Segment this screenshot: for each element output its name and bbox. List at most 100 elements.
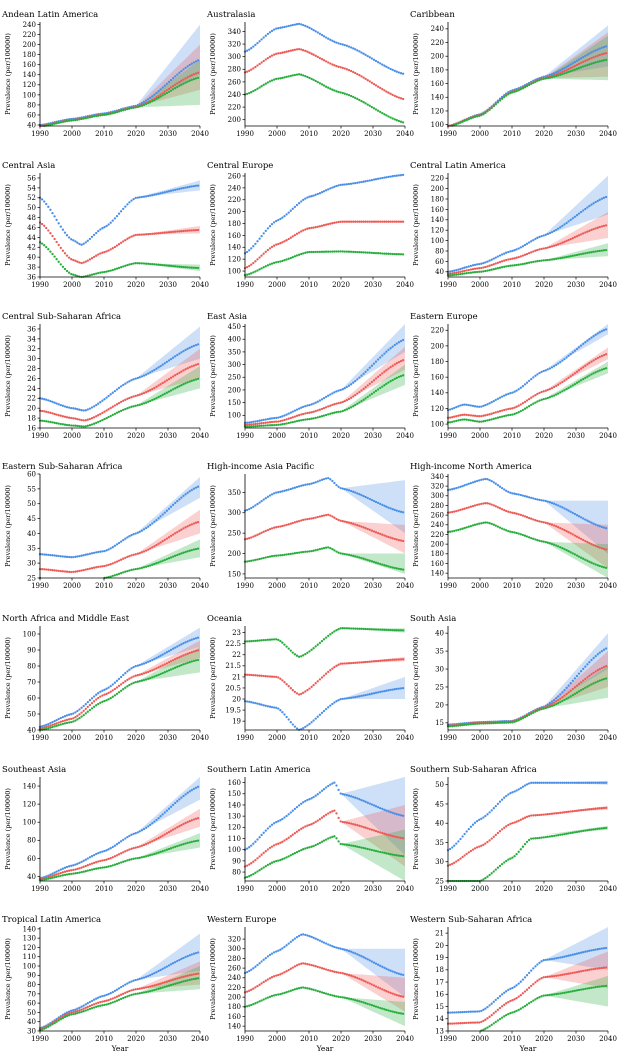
data-point <box>374 251 378 255</box>
data-point <box>563 240 566 243</box>
data-point <box>165 264 169 267</box>
data-point <box>339 627 342 630</box>
data-point <box>536 539 539 542</box>
data-point <box>47 420 50 423</box>
data-point <box>76 424 79 428</box>
data-point <box>275 423 278 427</box>
y-tick-label: 250 <box>228 374 241 382</box>
data-point <box>486 260 489 263</box>
data-point <box>169 979 173 982</box>
data-point <box>122 408 125 412</box>
data-point <box>45 245 48 249</box>
data-point <box>358 98 361 102</box>
data-point <box>395 220 398 223</box>
data-point <box>343 821 346 824</box>
data-point <box>45 725 48 729</box>
x-tick-label: 2030 <box>159 432 177 440</box>
data-point <box>107 848 110 851</box>
data-point <box>602 665 606 669</box>
data-point <box>582 667 585 671</box>
data-point <box>144 855 148 858</box>
data-point <box>358 251 361 254</box>
data-point <box>90 273 94 276</box>
data-point <box>521 245 525 248</box>
data-point <box>347 794 351 797</box>
data-point <box>544 77 547 80</box>
data-point <box>584 364 587 367</box>
data-point <box>478 818 481 821</box>
uncertainty-band-blue <box>136 24 200 106</box>
data-point <box>507 823 510 827</box>
y-tick-label: 200 <box>431 541 444 549</box>
data-point <box>515 852 518 856</box>
y-tick-label: 200 <box>23 41 36 49</box>
data-point <box>356 72 359 76</box>
data-point <box>196 184 200 187</box>
data-point <box>322 84 326 87</box>
data-point <box>563 698 566 702</box>
data-point <box>277 77 280 80</box>
data-point <box>122 557 125 560</box>
data-point <box>448 416 452 419</box>
data-point <box>196 785 200 788</box>
data-point <box>354 71 357 75</box>
data-point <box>356 695 359 698</box>
x-tick-label: 2020 <box>332 734 350 742</box>
data-point <box>103 226 106 229</box>
data-point <box>329 514 332 517</box>
data-point <box>171 846 175 849</box>
data-point <box>530 261 533 264</box>
data-point <box>505 258 508 262</box>
x-tick-label: 1990 <box>31 582 49 590</box>
data-point <box>571 69 574 72</box>
data-point <box>105 113 108 116</box>
data-point <box>115 110 119 114</box>
data-point <box>343 387 346 390</box>
data-point <box>341 91 344 95</box>
data-point <box>594 333 597 336</box>
data-point <box>331 222 334 225</box>
data-point <box>356 250 359 254</box>
data-point <box>285 838 288 841</box>
data-point <box>59 225 62 228</box>
data-point <box>115 573 119 576</box>
data-point <box>511 791 514 794</box>
data-point <box>109 998 112 1001</box>
data-point <box>107 113 110 116</box>
data-point <box>527 405 531 408</box>
y-tick-label: 80 <box>27 837 36 845</box>
data-point <box>128 406 131 409</box>
data-point <box>360 694 363 698</box>
data-point <box>594 781 597 784</box>
data-point <box>304 197 307 200</box>
data-point <box>370 628 374 631</box>
x-tick-label: 2000 <box>63 885 81 893</box>
data-point <box>300 827 303 830</box>
uncertainty-band-red <box>544 212 608 249</box>
data-point <box>492 481 495 484</box>
data-point <box>61 228 65 231</box>
data-point <box>136 567 139 570</box>
data-point <box>475 267 479 270</box>
data-point <box>258 557 261 561</box>
data-point <box>169 89 173 92</box>
data-point <box>536 248 539 252</box>
data-point <box>561 833 564 836</box>
uncertainty-band-red <box>341 346 405 403</box>
data-point <box>505 825 508 828</box>
data-point <box>354 48 357 51</box>
data-point <box>196 59 200 62</box>
data-point <box>53 874 56 877</box>
data-point <box>182 494 185 498</box>
data-point <box>153 93 156 96</box>
data-point <box>92 998 96 1001</box>
data-point <box>49 875 52 878</box>
data-point <box>577 62 581 66</box>
data-point <box>76 871 79 875</box>
data-point <box>451 420 454 424</box>
y-tick-label: 20 <box>27 405 36 413</box>
data-point <box>86 1002 89 1005</box>
data-point <box>262 674 265 678</box>
data-point <box>306 798 309 802</box>
